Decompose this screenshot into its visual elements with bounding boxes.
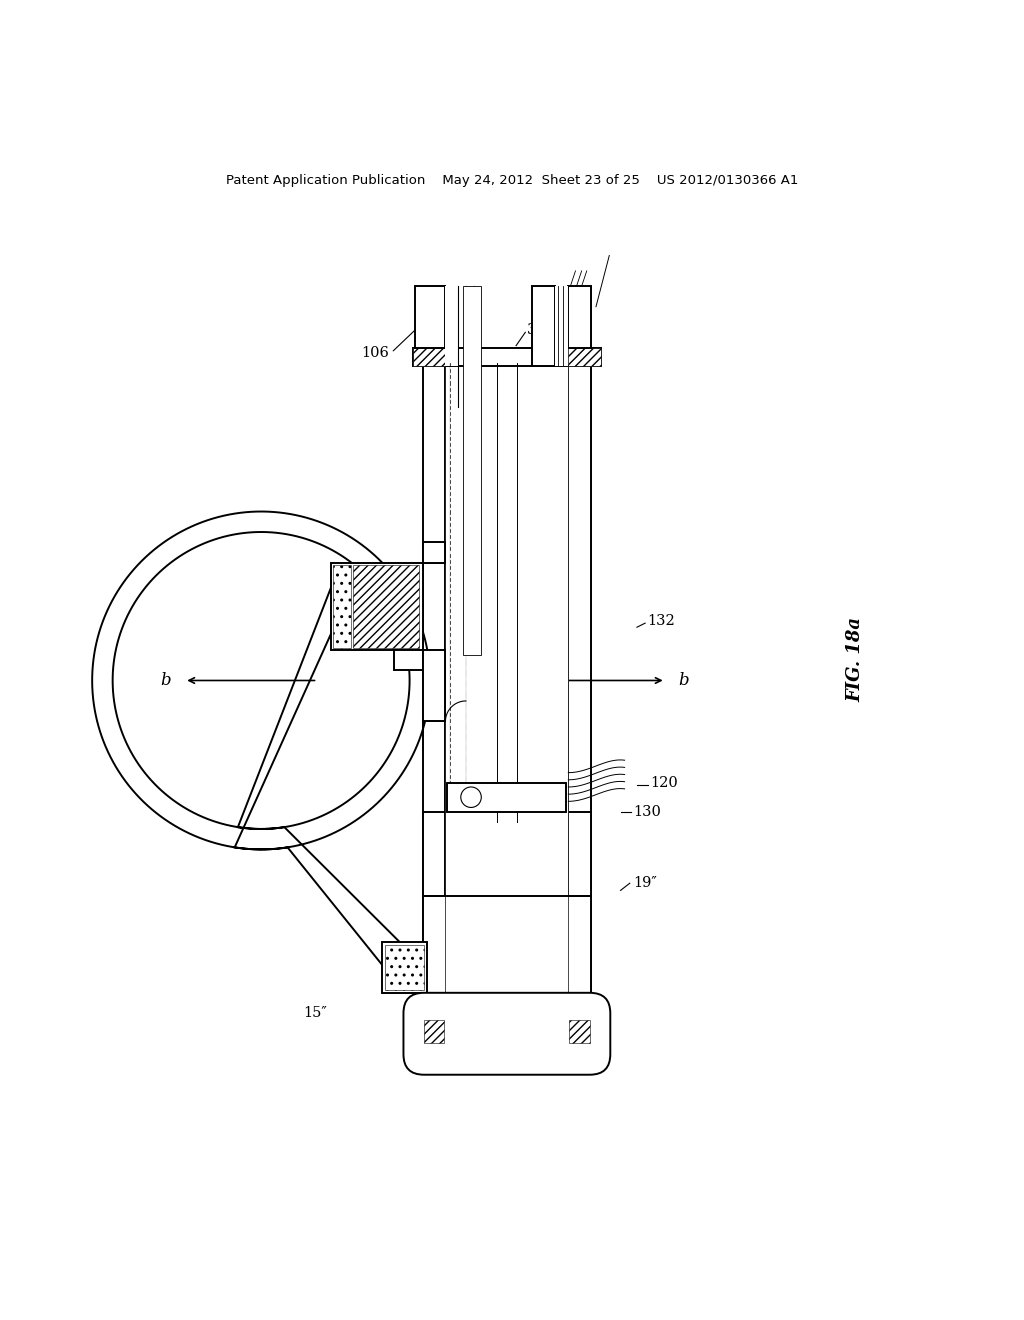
Text: b: b: [161, 672, 171, 689]
Bar: [447, 783, 566, 812]
Text: FIG. 18a: FIG. 18a: [846, 618, 864, 702]
Bar: [568, 347, 601, 366]
Bar: [423, 895, 591, 1039]
Text: 19″: 19″: [633, 876, 656, 890]
Bar: [353, 565, 419, 648]
Bar: [413, 347, 445, 366]
Bar: [385, 945, 424, 990]
Text: 120: 120: [650, 776, 678, 789]
Text: 15″: 15″: [303, 1006, 328, 1020]
Bar: [394, 649, 423, 671]
Text: Patent Application Publication    May 24, 2012  Sheet 23 of 25    US 2012/013036: Patent Application Publication May 24, 2…: [226, 174, 798, 187]
Bar: [424, 1020, 444, 1043]
Bar: [568, 363, 591, 1039]
Bar: [415, 286, 445, 347]
Bar: [423, 363, 445, 1039]
Bar: [423, 812, 445, 895]
Text: b: b: [679, 672, 689, 689]
Bar: [445, 286, 458, 366]
Bar: [423, 649, 445, 722]
Bar: [423, 649, 445, 722]
Text: 37: 37: [527, 323, 546, 338]
Bar: [463, 286, 481, 655]
Text: 132: 132: [647, 614, 675, 628]
Bar: [333, 565, 351, 648]
Bar: [555, 286, 568, 366]
Bar: [569, 1020, 590, 1043]
Bar: [423, 543, 445, 562]
FancyBboxPatch shape: [403, 993, 610, 1074]
Bar: [568, 812, 591, 895]
Bar: [382, 941, 427, 993]
Bar: [423, 895, 591, 1039]
Bar: [423, 812, 445, 895]
Bar: [331, 562, 423, 649]
Bar: [568, 286, 591, 347]
Bar: [423, 363, 445, 1039]
Bar: [568, 812, 591, 895]
Bar: [568, 286, 591, 347]
Text: 106: 106: [361, 346, 389, 360]
Text: 130: 130: [633, 805, 660, 818]
Bar: [423, 543, 445, 562]
Bar: [532, 286, 555, 366]
Bar: [415, 286, 445, 347]
Bar: [445, 363, 568, 1039]
Bar: [568, 363, 591, 1039]
Bar: [532, 286, 555, 366]
Bar: [413, 347, 601, 366]
